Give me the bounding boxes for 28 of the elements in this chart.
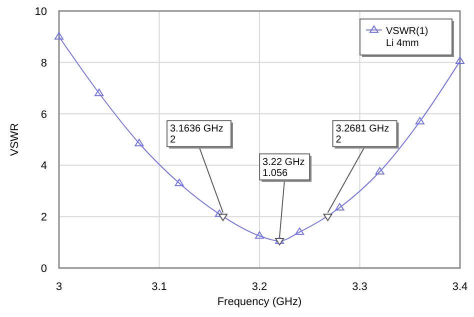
y-tick-label: 4 xyxy=(40,160,47,172)
point xyxy=(255,231,264,239)
y-tick-label: 8 xyxy=(40,57,47,70)
point xyxy=(295,228,304,235)
annotation: 3.2681 GHz 2 xyxy=(336,124,390,146)
legend-label: VSWR(1) xyxy=(386,26,428,37)
point xyxy=(134,138,144,146)
point xyxy=(456,56,464,64)
y-tick-label: 10 xyxy=(34,6,47,18)
x-tick-label: 3.3 xyxy=(352,281,368,293)
legend-title: Li 4mm xyxy=(386,38,419,49)
y-axis-title: VSWR xyxy=(9,122,21,156)
annotation: 3.22 GHz 1.056 xyxy=(262,156,305,179)
point xyxy=(94,88,104,96)
x-tick-label: 3.2 xyxy=(252,281,268,293)
y-tick-label: 0 xyxy=(40,263,47,275)
point xyxy=(375,167,384,175)
point xyxy=(415,117,424,124)
x-tick-label: 3.4 xyxy=(452,281,468,293)
x-axis-title: Frequency (GHz) xyxy=(217,296,302,308)
point xyxy=(335,203,344,211)
point xyxy=(54,32,64,40)
point xyxy=(174,178,184,186)
x-tick-label: 3.1 xyxy=(152,281,167,293)
annotation: 3.1636 GHz 2 xyxy=(170,124,224,146)
y-tick-label: 6 xyxy=(40,108,47,121)
x-tick-label: 3 xyxy=(56,281,62,293)
y-tick-label: 2 xyxy=(40,212,47,224)
